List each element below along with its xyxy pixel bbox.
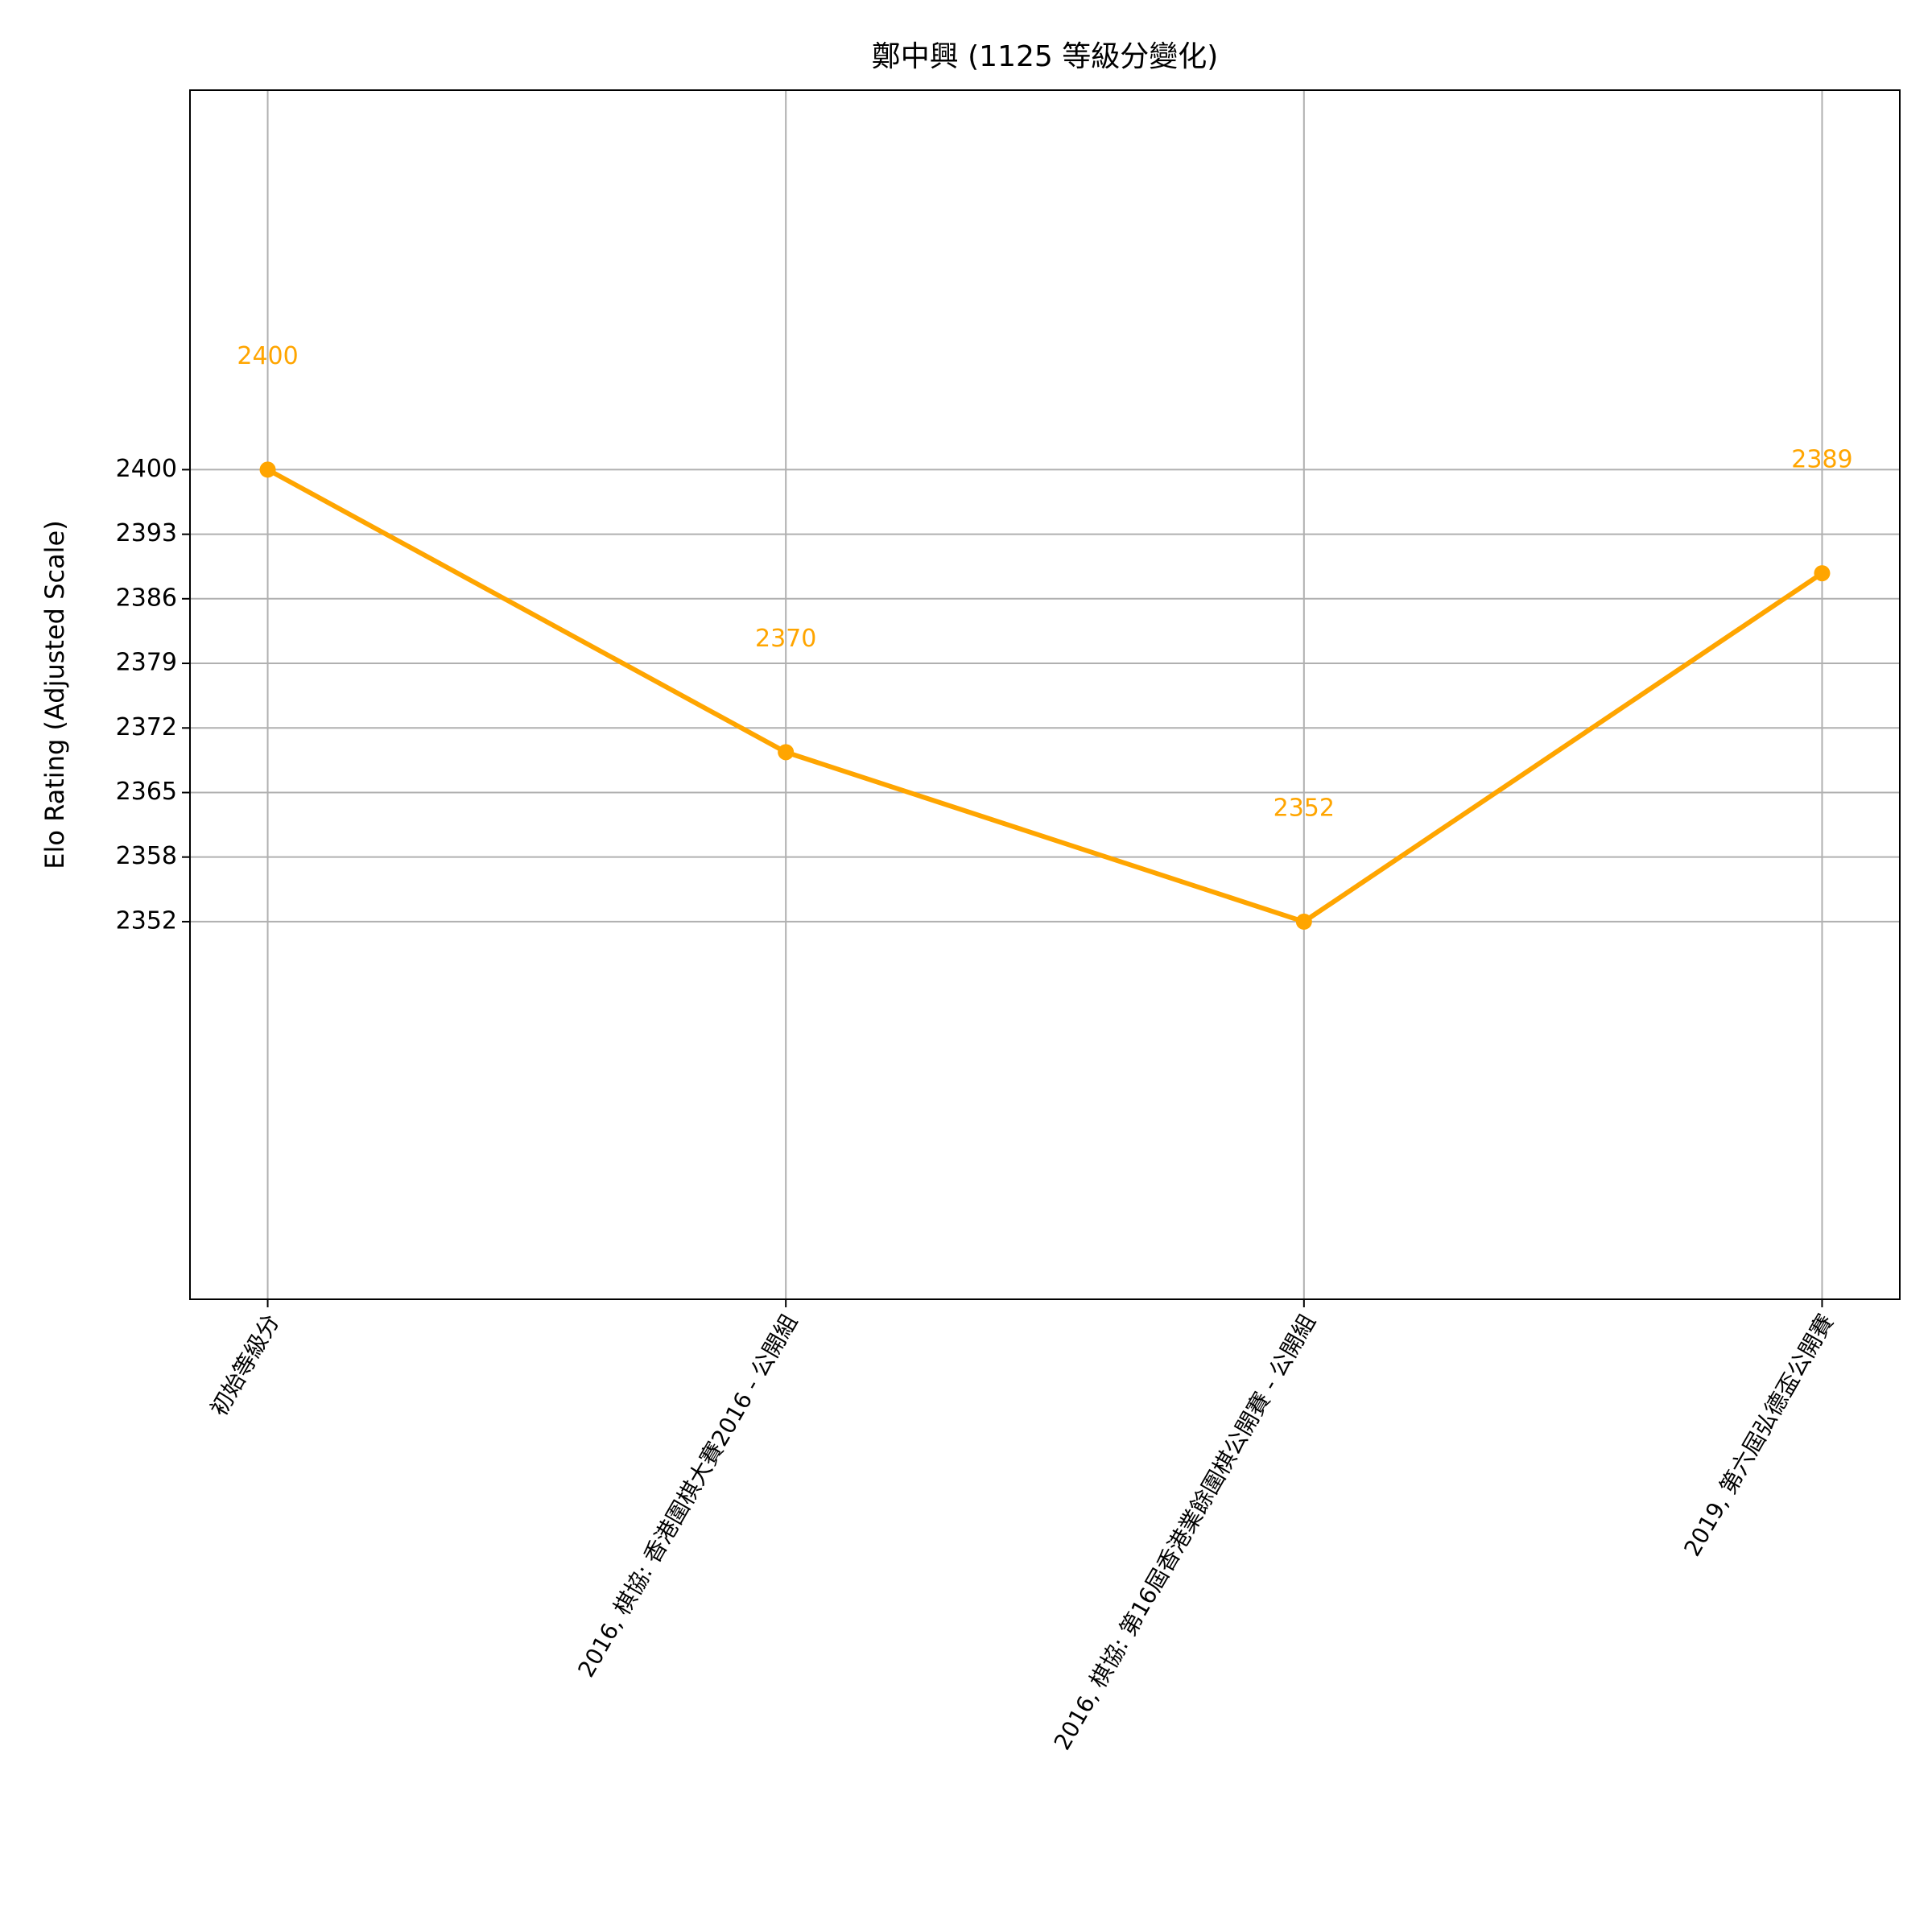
data-label: 2389 [1791, 446, 1852, 474]
y-tick-label: 2386 [116, 584, 177, 612]
y-tick-label: 2393 [116, 519, 177, 547]
y-axis-label: Elo Rating (Adjusted Scale) [39, 520, 70, 869]
data-label: 2370 [755, 625, 816, 653]
data-point [778, 744, 795, 761]
data-label: 2400 [237, 342, 298, 370]
plot-frame [189, 89, 1901, 1300]
chart-title: 鄭中興 (1125 等級分變化) [872, 40, 1219, 73]
data-point [1295, 913, 1312, 930]
y-tick-label: 2365 [116, 778, 177, 806]
data-line [266, 467, 1824, 924]
y-tick-label: 2352 [116, 906, 177, 935]
data-point [259, 461, 276, 478]
y-tick-label: 2358 [116, 842, 177, 870]
y-tick-label: 2379 [116, 649, 177, 677]
y-tick-label: 2372 [116, 713, 177, 741]
y-tick-label: 2400 [116, 455, 177, 483]
data-label: 2352 [1274, 794, 1335, 822]
data-point [1814, 565, 1831, 582]
